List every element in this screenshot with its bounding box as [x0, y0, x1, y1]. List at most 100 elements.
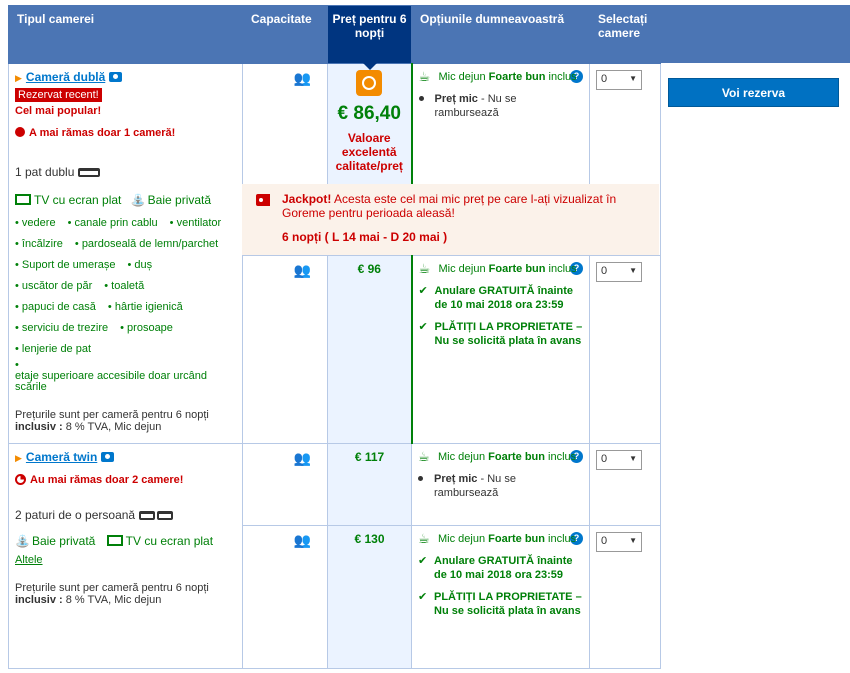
- low-price-option: Preț mic - Nu se rambursează: [418, 92, 584, 120]
- popular-label: Cel mai popular!: [15, 105, 102, 117]
- header-options: Opțiunile dumneavoastră: [411, 5, 590, 64]
- price-value: € 86,40: [337, 103, 401, 124]
- breakfast-option: ☕ Mic dejun Foarte bun inclus: [418, 69, 577, 84]
- breakfast-option: ☕ Mic dejun Foarte bun inclus: [418, 261, 577, 276]
- jackpot-message: Jackpot! Acesta este cel mai mic preț pe…: [282, 192, 617, 220]
- camera-icon[interactable]: [109, 72, 123, 82]
- help-icon[interactable]: ?: [570, 70, 583, 83]
- room-count-select[interactable]: 0 ▼: [596, 532, 642, 552]
- header-right-pane: [660, 5, 850, 63]
- price-note: Prețurile sunt per cameră pentru 6 nopți…: [15, 582, 209, 606]
- value-award-icon: [356, 70, 383, 96]
- help-icon[interactable]: ?: [570, 532, 583, 545]
- room-count-select[interactable]: 0 ▼: [596, 70, 642, 90]
- single-bed-icon: [157, 511, 174, 520]
- price-cell: € 130: [327, 525, 412, 669]
- table-row: ▶ Cameră twin Au mai rămas doar 2 camere!…: [8, 443, 661, 669]
- price-value: € 96: [357, 262, 381, 276]
- price-value: € 130: [354, 532, 385, 546]
- pay-at-property-option: ✔ PLĂTIȚI LA PROPRIETATE – Nu se solicită…: [418, 591, 582, 617]
- main-facilities: TV cu ecran plat ⛲ Baie privată: [15, 193, 236, 207]
- bath-icon: ⛲: [15, 534, 30, 548]
- coffee-cup-icon: ☕: [418, 69, 431, 84]
- room-info-twin: ▶ Cameră twin Au mai rămas doar 2 camere!…: [8, 443, 243, 669]
- options-cell: ? ☕ Mic dejun Foarte bun inclus ✔ Anulare …: [410, 255, 590, 444]
- camera-icon[interactable]: [101, 452, 115, 462]
- rooms-left-label: A mai rămas doar 1 cameră!: [15, 127, 236, 139]
- timer-pie-icon: [15, 474, 26, 485]
- bed-info: 1 pat dublu: [15, 165, 236, 179]
- coffee-cup-icon: ☕: [418, 531, 430, 546]
- breakfast-option: ☕ Mic dejun Foarte bun inclus: [418, 449, 577, 464]
- jackpot-dates: 6 nopți ( L 14 mai - D 20 mai ): [282, 230, 448, 244]
- two-persons-icon: 👥: [293, 70, 311, 86]
- chevron-down-icon: ▼: [629, 454, 637, 463]
- coffee-cup-icon: ☕: [418, 261, 431, 276]
- table-row: ▶ Cameră dublă Rezervat recent! Cel mai p…: [8, 63, 661, 444]
- header-price: Preț pentru 6 nopți: [327, 5, 412, 70]
- header-room-type: Tipul camerei: [8, 5, 243, 64]
- price-tag-icon: [256, 194, 270, 206]
- rooms-table: Tipul camerei Capacitate Preț pentru 6 n…: [8, 5, 661, 669]
- two-persons-icon: 👥: [293, 532, 311, 548]
- book-button[interactable]: Voi rezerva: [668, 78, 839, 107]
- facility-list: • vedere • canale prin cablu • ventilator …: [15, 217, 222, 393]
- select-cell: 0 ▼: [589, 443, 661, 526]
- free-cancel-option: ✔ Anulare GRATUITĂ înainte de 10 mai 2018…: [418, 555, 573, 581]
- bullet-icon: [418, 476, 423, 481]
- checkmark-icon: ✔: [418, 285, 428, 297]
- checkmark-icon: ✔: [418, 591, 428, 603]
- tv-icon: [106, 535, 123, 546]
- free-cancel-option: ✔ Anulare GRATUITĂ înainte de 10 mai 2018…: [418, 285, 574, 311]
- price-value: € 117: [354, 450, 385, 464]
- room-count-select[interactable]: 0 ▼: [596, 262, 642, 282]
- options-cell: ? ☕ Mic dejun Foarte bun inclus Preț mic …: [411, 443, 590, 526]
- table-row: 👥 € 130 ? ☕ Mic dejun Foarte bun inclus ✔…: [9, 525, 661, 669]
- help-icon[interactable]: ?: [570, 450, 583, 463]
- coffee-cup-icon: ☕: [418, 449, 430, 464]
- price-cell: € 96: [327, 255, 412, 444]
- select-cell: 0 ▼: [589, 525, 661, 669]
- bath-icon: ⛲: [130, 193, 146, 207]
- checkmark-icon: ✔: [418, 555, 428, 567]
- jackpot-banner: Jackpot! Acesta este cel mai mic preț pe…: [242, 184, 659, 255]
- table-header-row: Tipul camerei Capacitate Preț pentru 6 n…: [8, 5, 661, 70]
- bullet-icon: [418, 96, 424, 101]
- table-row: 👥 € 96 ? ☕ Mic dejun Foarte bun inclus ✔ A…: [9, 255, 661, 444]
- rooms-left-label: Au mai rămas doar 2 camere!: [15, 474, 236, 486]
- room-info-double: ▶ Cameră dublă Rezervat recent! Cel mai p…: [8, 63, 243, 444]
- chevron-down-icon: ▼: [629, 536, 637, 545]
- room-count-select[interactable]: 0 ▼: [596, 450, 642, 470]
- others-link-wrap: Altele: [15, 554, 236, 566]
- main-facilities: ⛲ Baie privată TV cu ecran plat: [15, 534, 214, 548]
- bed-info: 2 paturi de o persoană: [15, 508, 236, 522]
- header-capacity: Capacitate: [242, 5, 328, 64]
- tv-icon: [15, 194, 31, 205]
- room-title-link[interactable]: Cameră twin: [25, 450, 98, 464]
- select-cell: 0 ▼: [589, 255, 661, 444]
- two-persons-icon: 👥: [293, 262, 311, 278]
- others-link[interactable]: Altele: [15, 554, 43, 566]
- two-persons-icon: 👥: [293, 450, 311, 466]
- room-title-link[interactable]: Cameră dublă: [25, 70, 106, 84]
- double-bed-icon: [78, 168, 101, 177]
- expand-triangle-icon[interactable]: ▶: [15, 453, 22, 463]
- capacity-cell: 👥: [242, 525, 328, 669]
- options-cell: ? ☕ Mic dejun Foarte bun inclus ✔ Anulare …: [411, 525, 590, 669]
- header-select: Selectați camere: [589, 5, 661, 64]
- value-label: Valoare excelentă calitate/preț: [335, 131, 403, 173]
- capacity-cell: 👥: [242, 443, 328, 526]
- pay-at-property-option: ✔ PLĂTIȚI LA PROPRIETATE – Nu se solicită…: [418, 321, 583, 347]
- help-icon[interactable]: ?: [570, 262, 583, 275]
- single-bed-icon: [139, 511, 156, 520]
- alert-dot-icon: [15, 127, 25, 137]
- low-price-option: Preț mic - Nu se rambursează: [418, 472, 583, 500]
- chevron-down-icon: ▼: [629, 266, 637, 275]
- recent-booking-badge: Rezervat recent!: [15, 88, 102, 102]
- expand-triangle-icon[interactable]: ▶: [15, 73, 22, 83]
- price-cell: € 117: [327, 443, 412, 526]
- checkmark-icon: ✔: [418, 321, 428, 333]
- capacity-cell: 👥: [242, 255, 328, 444]
- chevron-down-icon: ▼: [629, 74, 637, 83]
